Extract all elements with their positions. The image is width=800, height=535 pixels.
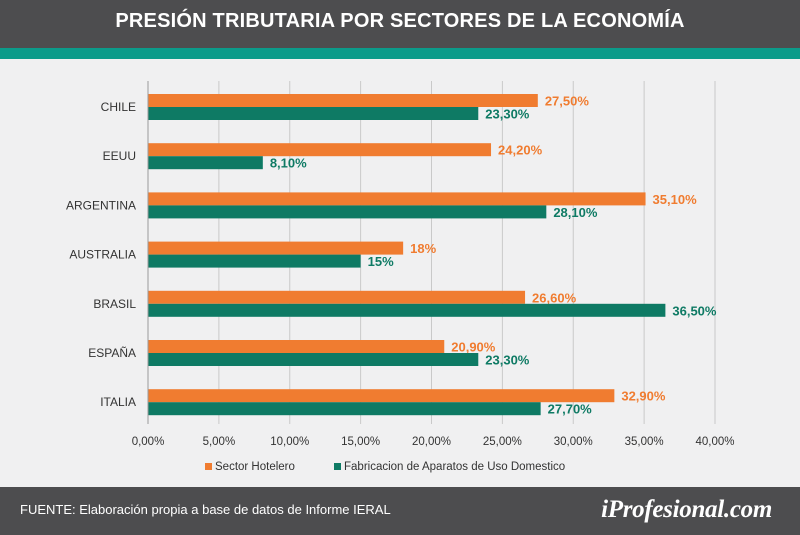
category-label: BRASIL — [93, 297, 136, 311]
x-tick-label: 35,00% — [625, 436, 664, 448]
category-label: EEUU — [103, 149, 136, 163]
bar-fabricacion-aparatos — [148, 156, 263, 170]
category-label: AUSTRALIA — [69, 248, 136, 262]
category-label: ARGENTINA — [66, 198, 136, 212]
x-tick-label: 30,00% — [554, 436, 593, 448]
bar-sector-hotelero — [148, 192, 646, 206]
x-tick-label: 40,00% — [695, 436, 734, 448]
category-label: CHILE — [101, 100, 136, 114]
bar-fabricacion-aparatos — [148, 254, 361, 268]
data-label: 23,30% — [485, 353, 530, 368]
legend-label: Fabricacion de Aparatos de Uso Domestico — [344, 461, 565, 473]
data-label: 32,90% — [621, 389, 666, 404]
x-tick-label: 10,00% — [270, 436, 309, 448]
data-label: 20,90% — [451, 340, 496, 355]
data-label: 23,30% — [485, 107, 530, 122]
data-label: 18% — [410, 241, 436, 256]
title-bar: PRESIÓN TRIBUTARIA POR SECTORES DE LA EC… — [0, 0, 800, 48]
bar-sector-hotelero — [148, 94, 538, 107]
category-label: ESPAÑA — [88, 346, 136, 360]
bar-fabricacion-aparatos — [148, 402, 541, 416]
bar-sector-hotelero — [148, 290, 526, 304]
x-tick-label: 25,00% — [483, 436, 522, 448]
bar-fabricacion-aparatos — [148, 107, 479, 120]
bar-sector-hotelero — [148, 241, 404, 255]
brand-logo: iProfesional.com — [601, 496, 772, 523]
data-label: 24,20% — [498, 143, 543, 158]
header-stripe — [0, 48, 800, 59]
chart-title: PRESIÓN TRIBUTARIA POR SECTORES DE LA EC… — [115, 10, 685, 32]
bar-fabricacion-aparatos — [148, 353, 479, 366]
legend-swatch-hotelero — [205, 463, 212, 470]
bar-fabricacion-aparatos — [148, 303, 666, 317]
bar-fabricacion-aparatos — [148, 205, 547, 219]
category-label: ITALIA — [100, 395, 136, 409]
data-label: 28,10% — [553, 205, 598, 220]
data-label: 26,60% — [532, 290, 577, 305]
data-label: 8,10% — [270, 156, 307, 171]
x-tick-label: 5,00% — [203, 436, 236, 448]
legend-swatch-fabricacion — [334, 463, 341, 470]
data-label: 36,50% — [672, 303, 717, 318]
data-label: 15% — [368, 254, 394, 269]
legend-label: Sector Hotelero — [215, 461, 295, 473]
bar-sector-hotelero — [148, 340, 445, 353]
bar-sector-hotelero — [148, 389, 615, 403]
footer-bar: FUENTE: Elaboración propia a base de dat… — [0, 487, 800, 535]
x-tick-label: 20,00% — [412, 436, 451, 448]
bar-chart: CHILE 27,50% 23,30% EEUU 24,20% 8,10% ARGENTIN… — [66, 81, 735, 473]
data-label: 35,10% — [653, 192, 698, 207]
source-note: FUENTE: Elaboración propia a base de dat… — [20, 502, 391, 517]
bar-sector-hotelero — [148, 143, 492, 157]
bar-chart-area: CHILE 27,50% 23,30% EEUU 24,20% 8,10% ARGENTIN… — [0, 59, 800, 487]
data-label: 27,70% — [548, 402, 593, 417]
data-label: 27,50% — [545, 94, 590, 109]
x-tick-label: 15,00% — [341, 436, 380, 448]
x-tick-label: 0,00% — [132, 436, 165, 448]
